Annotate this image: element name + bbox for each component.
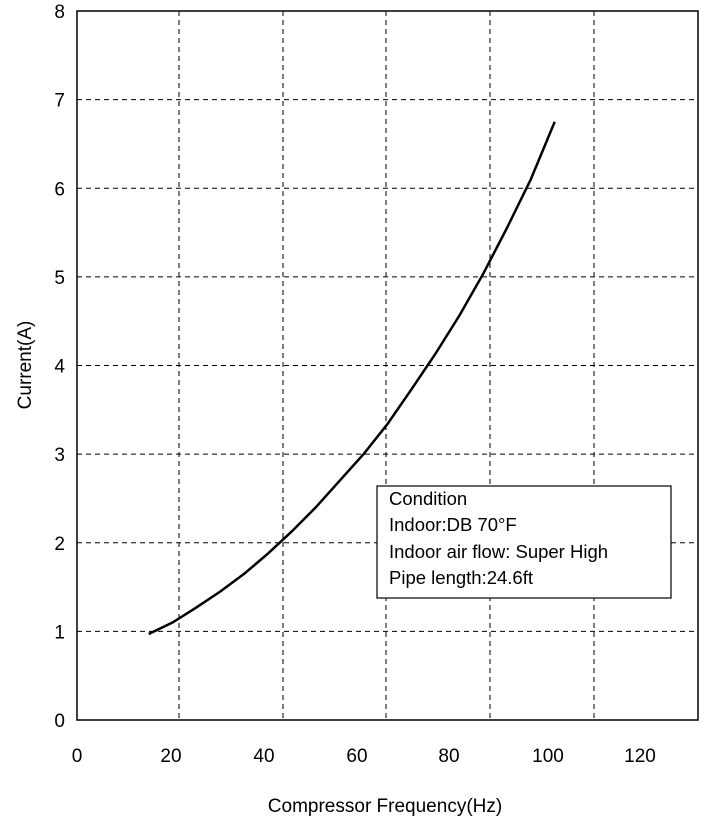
y-tick-label-0: 0	[54, 711, 65, 732]
x-tick-label-40: 40	[253, 746, 274, 767]
y-tick-label-3: 3	[54, 445, 65, 466]
grid-lines	[77, 11, 698, 720]
y-tick-label-4: 4	[54, 357, 65, 378]
x-tick-label-120: 120	[624, 746, 656, 767]
x-axis-label: Compressor Frequency(Hz)	[268, 796, 502, 817]
condition-legend-frame	[376, 485, 672, 599]
condition-title: Condition	[389, 488, 467, 509]
y-tick-label-2: 2	[54, 534, 65, 555]
condition-pipe-length: Pipe length:24.6ft	[389, 567, 533, 588]
y-axis-ticks: 0 1 2 3 4 5 6 7 8	[54, 2, 65, 732]
y-tick-label-8: 8	[54, 2, 65, 23]
condition-indoor-db: Indoor:DB 70°F	[389, 514, 517, 535]
x-tick-label-80: 80	[438, 746, 459, 767]
y-axis-label: Current(A)	[15, 321, 36, 410]
plot-frame	[76, 10, 699, 721]
y-tick-label-5: 5	[54, 268, 65, 289]
x-tick-label-0: 0	[72, 746, 83, 767]
x-axis-ticks: 0 20 40 60 80 100 120	[72, 746, 656, 767]
x-tick-label-20: 20	[160, 746, 181, 767]
current-curve-line	[148, 121, 556, 636]
x-tick-label-100: 100	[532, 746, 564, 767]
y-tick-label-7: 7	[54, 91, 65, 112]
x-tick-label-60: 60	[346, 746, 367, 767]
condition-legend-box: Condition Indoor:DB 70°F Indoor air flow…	[376, 485, 672, 599]
condition-air-flow: Indoor air flow: Super High	[389, 541, 608, 562]
y-tick-label-6: 6	[54, 179, 65, 200]
y-tick-label-1: 1	[54, 622, 65, 643]
